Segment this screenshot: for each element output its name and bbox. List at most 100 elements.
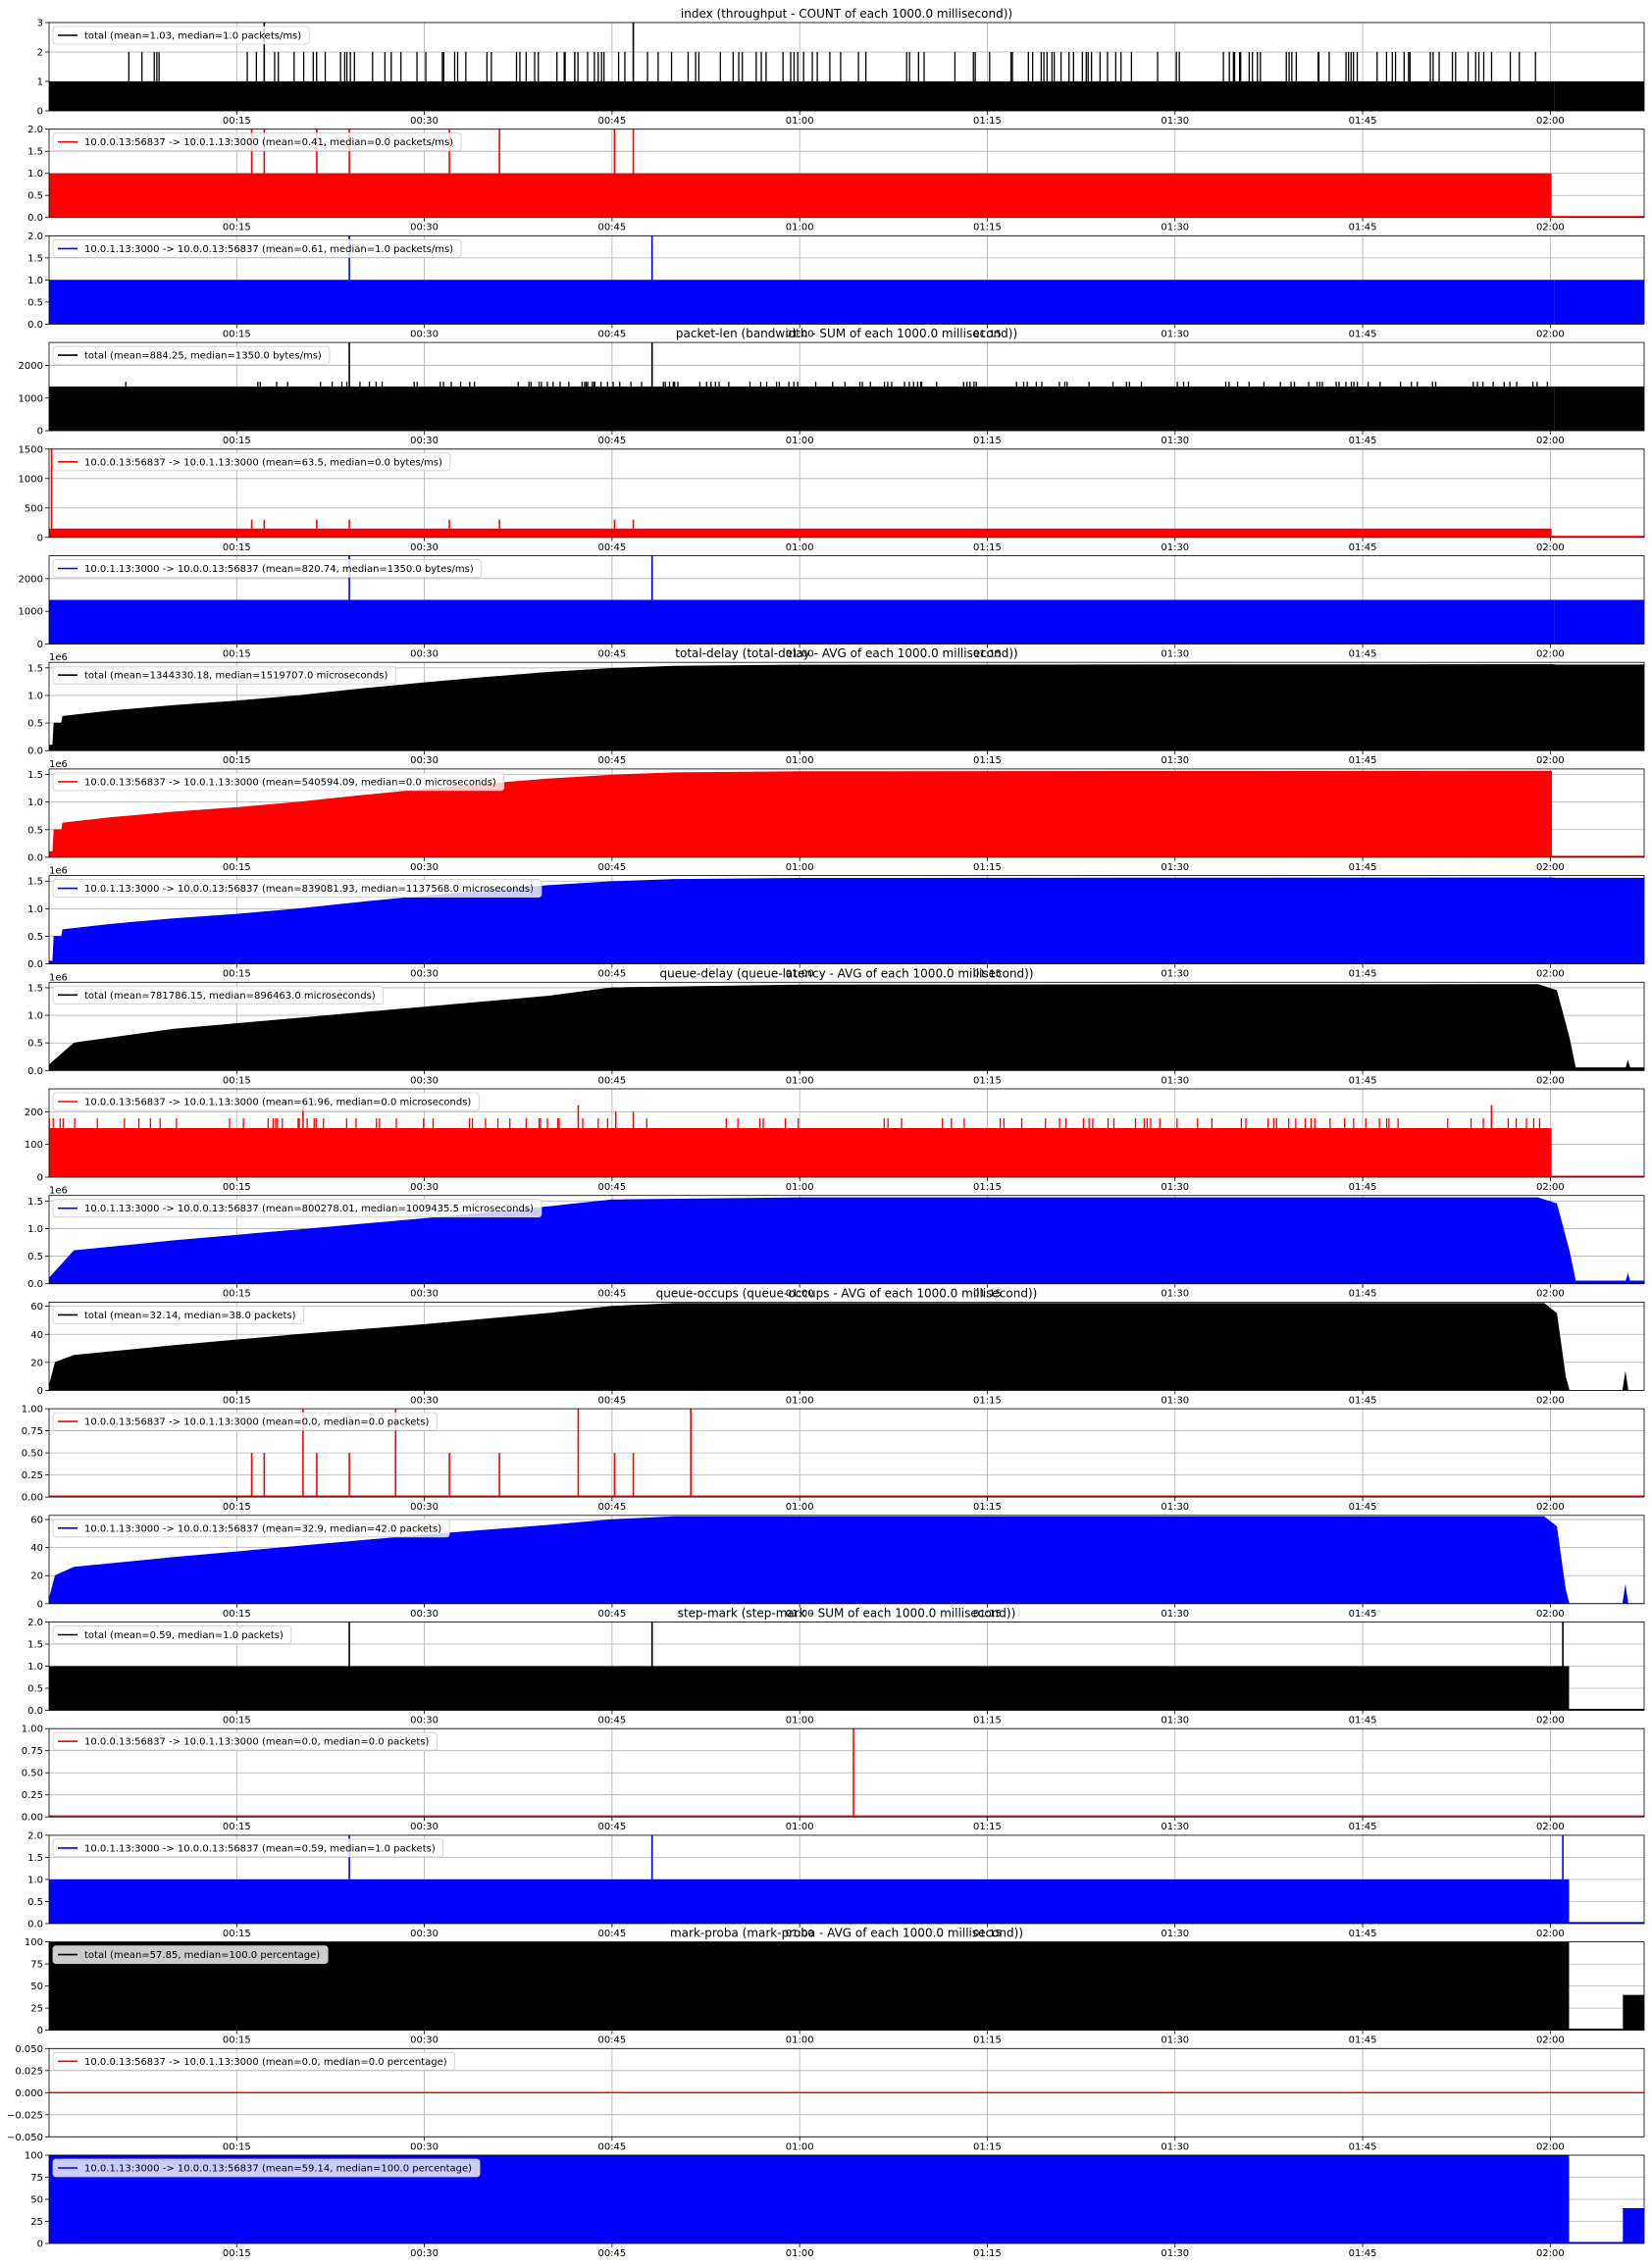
series-layer bbox=[49, 555, 1644, 644]
x-tick-label: 00:45 bbox=[597, 2035, 626, 2046]
series-area bbox=[49, 1516, 1644, 1604]
y-tick-label: 1.0 bbox=[27, 798, 43, 808]
x-tick-label: 00:45 bbox=[597, 2248, 626, 2259]
y-tick-label: 1.0 bbox=[27, 1011, 43, 1022]
y-tick-label: 0.75 bbox=[22, 1746, 43, 1757]
legend-label: 10.0.1.13:3000 -> 10.0.0.13:56837 (mean=… bbox=[84, 1843, 436, 1854]
y-tick-label: 0 bbox=[37, 2240, 43, 2250]
series-layer bbox=[49, 1728, 1644, 1818]
axes-frame bbox=[48, 1622, 1645, 1711]
x-tick-label: 00:15 bbox=[223, 1822, 251, 1832]
x-tick-label: 01:15 bbox=[973, 755, 1002, 766]
legend-label: 10.0.0.13:56837 -> 10.0.1.13:3000 (mean=… bbox=[84, 457, 442, 468]
series-layer bbox=[49, 770, 1644, 857]
series-area bbox=[49, 877, 1555, 964]
legend: total (mean=32.14, median=38.0 packets) bbox=[52, 1306, 304, 1324]
series-area bbox=[49, 1197, 1644, 1284]
axes-frame bbox=[48, 22, 1645, 112]
y-tick-label: 0.000 bbox=[15, 2088, 43, 2099]
panel-layer: 00:15 00:30 00:45 01:00 01:15 01:30 01:45 02:00… bbox=[7, 19, 1645, 2259]
chart-panel: 00:15 00:30 00:45 01:00 01:15 01:30 01:45 02:00… bbox=[27, 1618, 1645, 1726]
y-tick-label: −0.050 bbox=[7, 2133, 43, 2143]
x-tick-label: 01:30 bbox=[1161, 223, 1189, 233]
legend-box bbox=[52, 1306, 304, 1324]
y-tick-label: 1.00 bbox=[22, 1725, 43, 1735]
x-tick-label: 01:45 bbox=[1349, 1929, 1377, 1939]
x-tick-label: 01:45 bbox=[1349, 436, 1377, 446]
axes-frame bbox=[48, 1408, 1645, 1498]
series-layer bbox=[49, 342, 1644, 432]
chart-panel: 00:15 00:30 00:45 01:00 01:15 01:30 01:45 02:00… bbox=[27, 652, 1645, 766]
x-tick-label: 01:15 bbox=[973, 649, 1002, 660]
y-tick-label: 200 bbox=[25, 1107, 43, 1118]
x-tick-label: 01:15 bbox=[973, 436, 1002, 446]
legend-box bbox=[52, 1838, 444, 1858]
series-layer bbox=[49, 984, 1644, 1071]
chart-panel: 00:15 00:30 00:45 01:00 01:15 01:30 01:45 02:00… bbox=[27, 125, 1645, 233]
group-title: step-mark (step-mark - SUM of each 1000.… bbox=[678, 1607, 1016, 1621]
y-tick-label: 2.0 bbox=[27, 125, 43, 135]
x-tick-label: 00:45 bbox=[597, 1929, 626, 1939]
chart-panel: 00:15 00:30 00:45 01:00 01:15 01:30 01:45 02:00… bbox=[27, 972, 1645, 1086]
x-tick-label: 00:15 bbox=[223, 2141, 251, 2152]
x-tick-label: 00:30 bbox=[410, 1075, 439, 1086]
x-tick-label: 00:15 bbox=[223, 1502, 251, 1513]
y-tick-label: 1000 bbox=[19, 393, 43, 404]
legend-box bbox=[52, 452, 451, 472]
x-tick-label: 00:30 bbox=[410, 2141, 439, 2152]
x-tick-label: 01:00 bbox=[786, 969, 814, 980]
y-tick-label: 0.050 bbox=[15, 2044, 43, 2055]
x-tick-label: 00:15 bbox=[223, 2035, 251, 2046]
legend-label: 10.0.1.13:3000 -> 10.0.0.13:56837 (mean=… bbox=[84, 2164, 472, 2175]
x-tick-label: 00:45 bbox=[597, 1395, 626, 1406]
x-tick-label: 00:45 bbox=[597, 436, 626, 446]
y-offset-label: 1e6 bbox=[49, 1186, 68, 1197]
legend-label: total (mean=32.14, median=38.0 packets) bbox=[84, 1311, 296, 1321]
y-tick-label: 0.00 bbox=[22, 1813, 43, 1824]
series-fill bbox=[49, 280, 1555, 325]
y-tick-label: 0.0 bbox=[27, 1706, 43, 1717]
x-tick-label: 02:00 bbox=[1536, 2141, 1565, 2152]
x-tick-label: 01:00 bbox=[786, 1502, 814, 1513]
legend-box bbox=[52, 559, 483, 578]
x-tick-label: 00:45 bbox=[597, 116, 626, 127]
y-tick-label: 2.0 bbox=[27, 232, 43, 242]
x-tick-label: 00:45 bbox=[597, 969, 626, 980]
y-offset-label: 1e6 bbox=[49, 759, 68, 770]
axes-frame bbox=[48, 2047, 1645, 2137]
chart-panel: 00:15 00:30 00:45 01:00 01:15 01:30 01:45 02:00… bbox=[30, 1515, 1645, 1620]
y-tick-label: 0.025 bbox=[15, 2066, 43, 2077]
series-layer bbox=[49, 1834, 1644, 1924]
x-tick-label: 00:45 bbox=[597, 755, 626, 766]
chart-panel: 00:15 00:30 00:45 01:00 01:15 01:30 01:45 02:00… bbox=[19, 341, 1645, 446]
x-tick-label: 02:00 bbox=[1536, 1502, 1565, 1513]
y-tick-label: 1 bbox=[37, 77, 43, 88]
x-tick-label: 00:45 bbox=[597, 649, 626, 660]
series-bump bbox=[1625, 1059, 1631, 1071]
legend-label: 10.0.0.13:56837 -> 10.0.1.13:3000 (mean=… bbox=[84, 1737, 429, 1748]
legend-label: total (mean=1.03, median=1.0 packets/ms) bbox=[84, 31, 301, 42]
legend: 10.0.0.13:56837 -> 10.0.1.13:3000 (mean=… bbox=[52, 772, 505, 792]
y-tick-label: 0.25 bbox=[22, 1470, 43, 1481]
x-tick-label: 01:45 bbox=[1349, 2035, 1377, 2046]
y-tick-label: 75 bbox=[30, 1960, 43, 1971]
series-layer bbox=[49, 664, 1644, 751]
series-tail bbox=[1554, 877, 1644, 964]
y-tick-label: 0.5 bbox=[27, 719, 43, 730]
x-tick-label: 00:15 bbox=[223, 862, 251, 873]
y-tick-label: 0.5 bbox=[27, 825, 43, 836]
legend: 10.0.1.13:3000 -> 10.0.0.13:56837 (mean=… bbox=[52, 2158, 481, 2178]
x-tick-label: 01:30 bbox=[1161, 1075, 1189, 1086]
x-tick-label: 02:00 bbox=[1536, 1182, 1565, 1193]
x-tick-label: 01:15 bbox=[973, 1502, 1002, 1513]
y-tick-label: 0.5 bbox=[27, 191, 43, 202]
x-tick-label: 00:45 bbox=[597, 1609, 626, 1620]
x-tick-label: 01:45 bbox=[1349, 1716, 1377, 1726]
x-tick-label: 01:45 bbox=[1349, 969, 1377, 980]
x-tick-label: 02:00 bbox=[1536, 649, 1565, 660]
y-tick-label: 1.0 bbox=[27, 691, 43, 701]
y-tick-label: 1500 bbox=[19, 444, 43, 455]
chart-panel: 00:15 00:30 00:45 01:00 01:15 01:30 01:45 02:00… bbox=[19, 444, 1645, 553]
legend-box bbox=[52, 345, 331, 365]
